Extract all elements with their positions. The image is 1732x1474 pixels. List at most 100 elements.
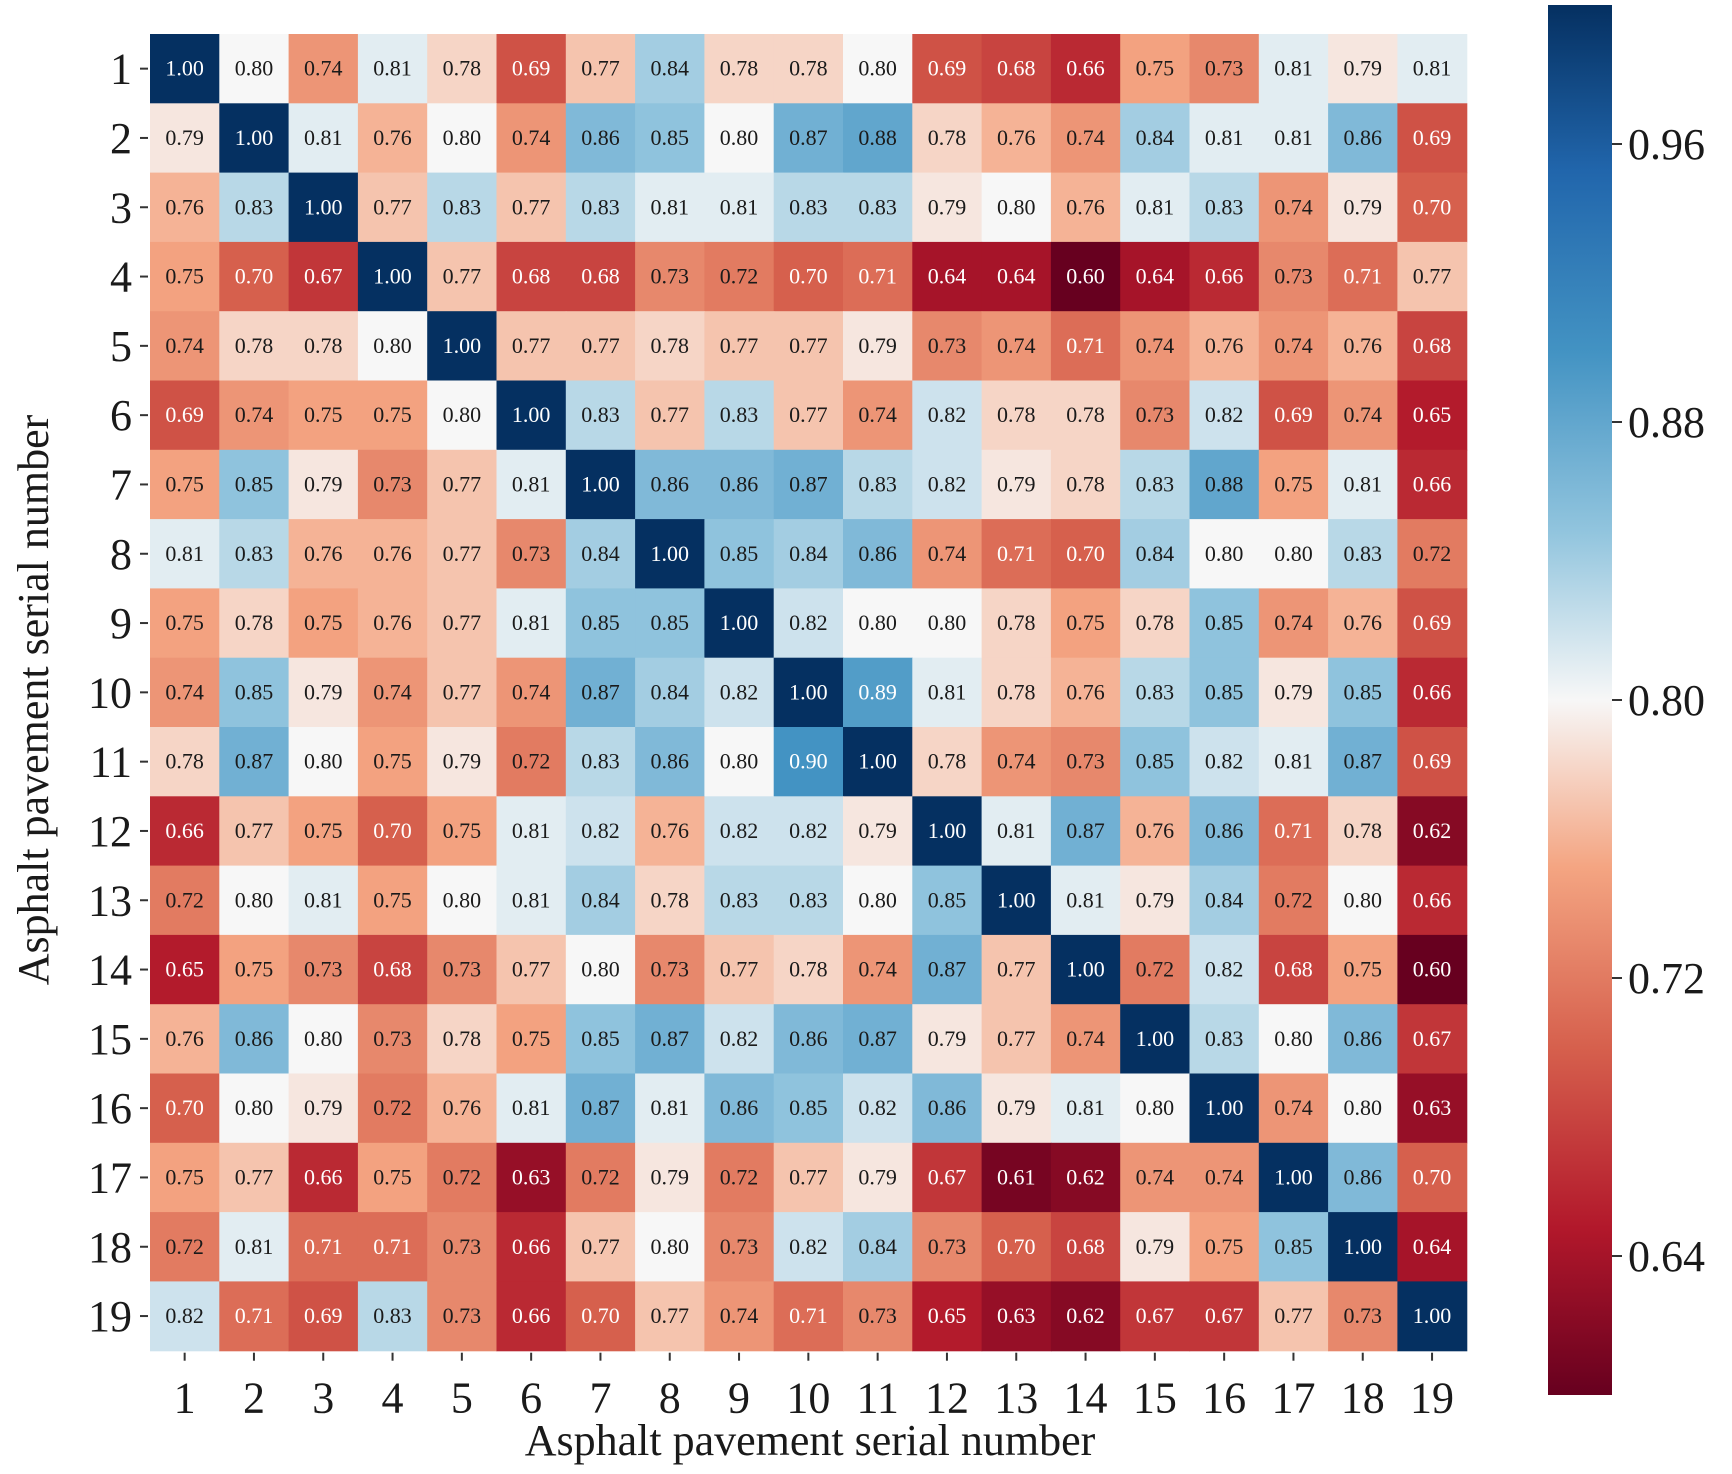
cell-value-r9-c14: 0.75 xyxy=(1066,610,1105,635)
cell-value-r17-c10: 0.77 xyxy=(789,1164,828,1189)
cell-value-r12-c11: 0.79 xyxy=(858,818,897,843)
cell-value-r12-c10: 0.82 xyxy=(789,818,828,843)
heatmap-cell-r17-c13 xyxy=(981,1142,1052,1213)
cell-value-r2-c1: 0.79 xyxy=(165,125,204,150)
heatmap-cell-r16-c15 xyxy=(1120,1073,1191,1144)
heatmap-cell-r8-c7 xyxy=(565,519,636,589)
cell-value-r13-c2: 0.80 xyxy=(235,887,274,912)
heatmap-cell-r13-c12 xyxy=(912,865,983,936)
heatmap-cell-r8-c16 xyxy=(1189,519,1260,589)
cell-value-r13-c4: 0.75 xyxy=(373,887,412,912)
cell-value-r4-c3: 0.67 xyxy=(304,264,343,289)
cell-value-r12-c8: 0.76 xyxy=(651,818,690,843)
heatmap-cell-r15-c17 xyxy=(1258,1004,1329,1075)
heatmap-cell-r3-c4 xyxy=(357,172,428,243)
cell-value-r15-c19: 0.67 xyxy=(1413,1026,1452,1051)
cell-value-r1-c2: 0.80 xyxy=(235,56,274,81)
heatmap-cell-r13-c13 xyxy=(981,865,1052,936)
heatmap-cell-r17-c5 xyxy=(427,1142,498,1213)
heatmap-cell-r19-c13 xyxy=(981,1281,1052,1352)
cell-value-r12-c7: 0.82 xyxy=(581,818,620,843)
cell-value-r13-c7: 0.84 xyxy=(581,887,620,912)
heatmap-cell-r7-c8 xyxy=(635,449,705,520)
heatmap-cell-r12-c3 xyxy=(288,796,359,867)
cell-value-r18-c4: 0.71 xyxy=(373,1234,412,1259)
cell-value-r17-c18: 0.86 xyxy=(1344,1164,1383,1189)
cell-value-r17-c16: 0.74 xyxy=(1205,1164,1244,1189)
cell-value-r8-c2: 0.83 xyxy=(235,541,274,566)
heatmap-cell-r16-c2 xyxy=(219,1073,290,1144)
heatmap-cell-r1-c7 xyxy=(565,34,636,104)
heatmap-cell-r10-c5 xyxy=(427,657,498,728)
heatmap-cell-r18-c1 xyxy=(150,1212,220,1282)
cell-value-r2-c8: 0.85 xyxy=(651,125,690,150)
x-tick-label-7: 7 xyxy=(589,1374,611,1423)
heatmap-cell-r12-c4 xyxy=(357,796,428,867)
heatmap-cell-r7-c17 xyxy=(1258,449,1329,520)
cell-value-r3-c8: 0.81 xyxy=(651,194,690,219)
heatmap-cell-r9-c3 xyxy=(288,588,359,659)
heatmap-cell-r19-c3 xyxy=(288,1281,359,1352)
heatmap-cell-r8-c13 xyxy=(981,519,1052,589)
cell-value-r1-c14: 0.66 xyxy=(1066,56,1105,81)
heatmap-cell-r2-c17 xyxy=(1258,103,1329,174)
heatmap-cell-r16-c8 xyxy=(635,1073,705,1144)
heatmap-cell-r15-c14 xyxy=(1050,1004,1121,1075)
heatmap-cell-r5-c18 xyxy=(1328,311,1398,382)
heatmap-cell-r4-c5 xyxy=(427,241,498,312)
heatmap-cell-r1-c5 xyxy=(427,34,498,104)
cell-value-r10-c2: 0.85 xyxy=(235,679,274,704)
heatmap-cell-r8-c19 xyxy=(1397,519,1468,589)
heatmap-cell-r15-c12 xyxy=(912,1004,983,1075)
heatmap-cell-r6-c19 xyxy=(1397,380,1468,451)
heatmap-cell-r1-c4 xyxy=(357,34,428,104)
heatmap-cell-r16-c5 xyxy=(427,1073,498,1144)
heatmap-cell-r8-c10 xyxy=(773,519,844,589)
heatmap-cell-r19-c14 xyxy=(1050,1281,1121,1352)
cell-value-r6-c16: 0.82 xyxy=(1205,402,1244,427)
cell-value-r13-c19: 0.66 xyxy=(1413,887,1452,912)
cell-value-r3-c12: 0.79 xyxy=(928,194,967,219)
heatmap-cell-r17-c7 xyxy=(565,1142,636,1213)
cell-value-r4-c15: 0.64 xyxy=(1136,264,1175,289)
y-tick-label-11: 11 xyxy=(90,738,132,787)
cell-value-r17-c15: 0.74 xyxy=(1136,1164,1175,1189)
heatmap-cell-r18-c18 xyxy=(1328,1212,1398,1282)
cell-value-r16-c2: 0.80 xyxy=(235,1095,274,1120)
cell-value-r16-c16: 1.00 xyxy=(1205,1095,1244,1120)
cell-value-r19-c16: 0.67 xyxy=(1205,1303,1244,1328)
heatmap-cell-r6-c13 xyxy=(981,380,1052,451)
cell-value-r4-c5: 0.77 xyxy=(443,264,482,289)
cell-value-r3-c1: 0.76 xyxy=(165,194,204,219)
heatmap-cell-r4-c15 xyxy=(1120,241,1191,312)
heatmap-cell-r4-c12 xyxy=(912,241,983,312)
cell-value-r4-c10: 0.70 xyxy=(789,264,828,289)
cell-value-r14-c11: 0.74 xyxy=(858,957,897,982)
cell-value-r16-c14: 0.81 xyxy=(1066,1095,1105,1120)
heatmap-cell-r13-c19 xyxy=(1397,865,1468,936)
cell-value-r19-c10: 0.71 xyxy=(789,1303,828,1328)
cell-value-r2-c3: 0.81 xyxy=(304,125,343,150)
heatmap-cell-r6-c11 xyxy=(843,380,913,451)
heatmap-cell-r8-c14 xyxy=(1050,519,1121,589)
cell-value-r6-c6: 1.00 xyxy=(512,402,551,427)
heatmap-cell-r1-c6 xyxy=(496,34,567,104)
heatmap-cell-r11-c15 xyxy=(1120,727,1191,797)
heatmap-cell-r6-c4 xyxy=(357,380,428,451)
cell-value-r7-c8: 0.86 xyxy=(651,471,690,496)
cell-value-r3-c13: 0.80 xyxy=(997,194,1036,219)
heatmap-cell-r3-c15 xyxy=(1120,172,1191,243)
heatmap-cell-r19-c18 xyxy=(1328,1281,1398,1352)
cell-value-r5-c10: 0.77 xyxy=(789,333,828,358)
heatmap-cell-r8-c4 xyxy=(357,519,428,589)
x-tick-label-13: 13 xyxy=(994,1374,1038,1423)
cell-value-r8-c13: 0.71 xyxy=(997,541,1036,566)
cell-value-r11-c17: 0.81 xyxy=(1274,749,1313,774)
cell-value-r12-c6: 0.81 xyxy=(512,818,551,843)
heatmap-cell-r11-c17 xyxy=(1258,727,1329,797)
cell-value-r9-c5: 0.77 xyxy=(443,610,482,635)
cell-value-r14-c5: 0.73 xyxy=(443,957,482,982)
heatmap-cell-r15-c10 xyxy=(773,1004,844,1075)
cell-value-r9-c11: 0.80 xyxy=(858,610,897,635)
